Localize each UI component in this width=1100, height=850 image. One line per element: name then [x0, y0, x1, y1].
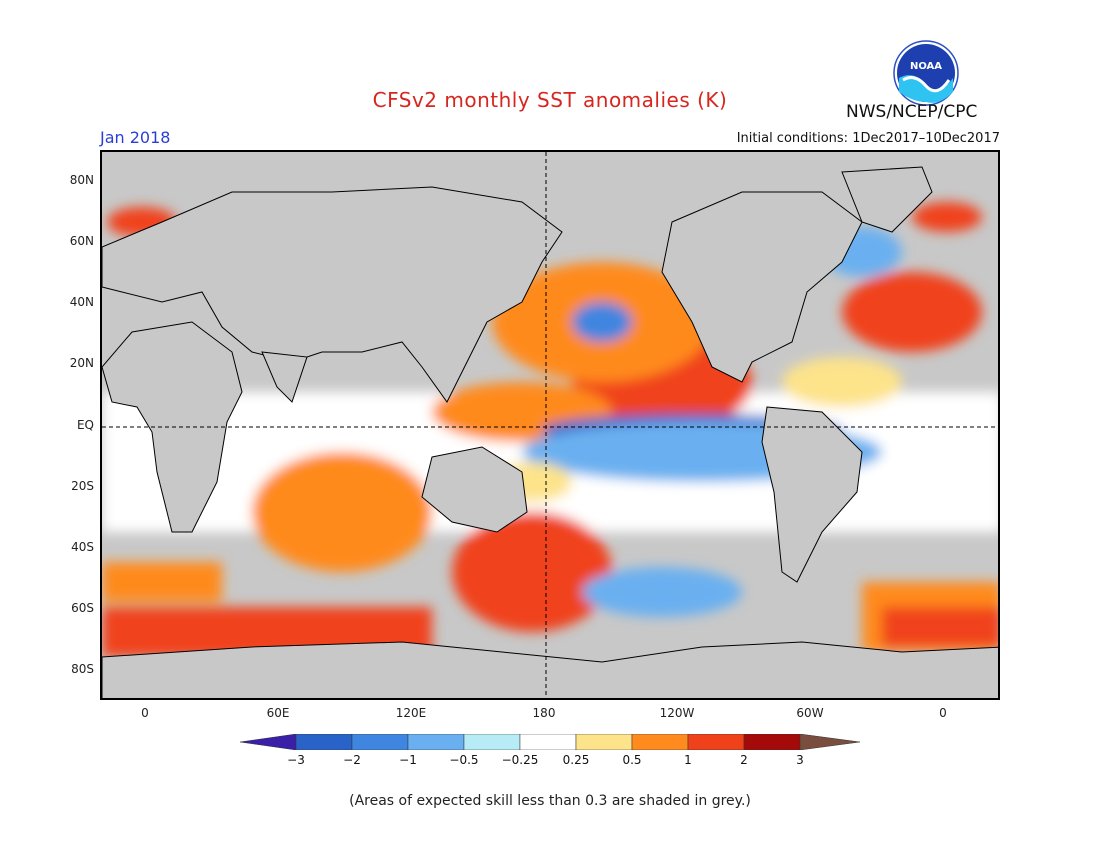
- colorbar-label: 1: [684, 753, 692, 767]
- lat-label: 20N: [69, 356, 94, 370]
- land: [102, 166, 998, 698]
- colorbar-label: 2: [740, 753, 748, 767]
- colorbar: [240, 734, 860, 750]
- lat-label: 60N: [69, 234, 94, 248]
- lat-label: 40N: [69, 295, 94, 309]
- lon-label: 0: [939, 706, 947, 720]
- sst-anomaly-map: [100, 150, 1000, 700]
- month-label: Jan 2018: [100, 128, 171, 147]
- colorbar-segment: [743, 734, 801, 750]
- lat-label: EQ: [76, 418, 94, 432]
- colorbar-segment: [575, 734, 633, 750]
- colorbar-segment: [687, 734, 745, 750]
- lat-label: 60S: [71, 601, 94, 615]
- colorbar-label: 0.5: [622, 753, 642, 767]
- colorbar-segment: [463, 734, 521, 750]
- colorbar-label: −2: [343, 753, 361, 767]
- lon-label: 120W: [659, 706, 695, 720]
- map-canvas: [102, 152, 998, 698]
- colorbar-min-arrow: [240, 734, 297, 750]
- agency-label: NWS/NCEP/CPC: [846, 102, 978, 122]
- lat-label: 80N: [69, 173, 94, 187]
- lon-label: 60W: [796, 706, 824, 720]
- lon-label: 60E: [266, 706, 290, 720]
- initial-conditions: Initial conditions: 1Dec2017–10Dec2017: [736, 131, 1000, 146]
- colorbar-segment: [295, 734, 353, 750]
- lon-label: 120E: [395, 706, 427, 720]
- colorbar-segment: [407, 734, 465, 750]
- colorbar-label: −1: [399, 753, 417, 767]
- colorbar-label: −3: [287, 753, 305, 767]
- colorbar-segment: [631, 734, 689, 750]
- colorbar-segment: [351, 734, 409, 750]
- colorbar-label: 0.25: [562, 753, 590, 767]
- chart-title: CFSv2 monthly SST anomalies (K): [372, 88, 728, 112]
- lon-label: 180: [532, 706, 556, 720]
- lat-label: 20S: [71, 479, 94, 493]
- skill-footnote: (Areas of expected skill less than 0.3 a…: [349, 793, 751, 809]
- colorbar-segment: [519, 734, 577, 750]
- colorbar-label: 3: [796, 753, 804, 767]
- colorbar-max-arrow: [799, 734, 860, 750]
- logo-text: NOAA: [910, 61, 942, 72]
- colorbar-label: −0.5: [449, 753, 479, 767]
- lat-label: 80S: [71, 662, 94, 676]
- lat-label: 40S: [71, 540, 94, 554]
- noaa-logo: NOAA: [893, 40, 959, 106]
- lon-label: 0: [141, 706, 149, 720]
- colorbar-label: −0.25: [501, 753, 539, 767]
